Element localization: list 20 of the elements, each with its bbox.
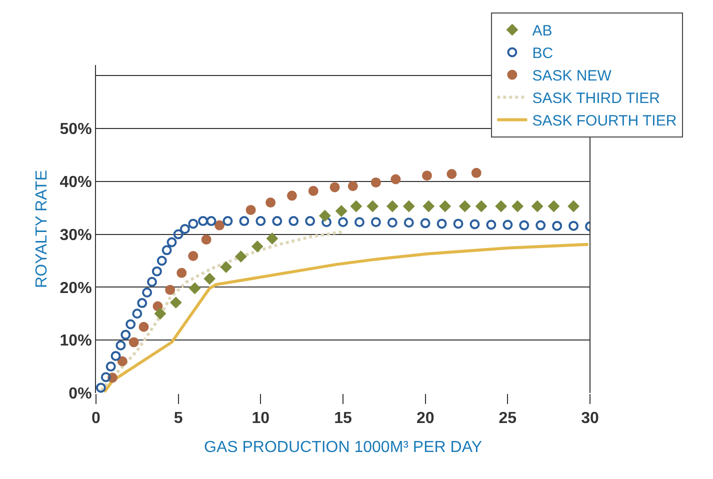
x-tick-label: 20 [416,410,434,428]
x-tick-label: 10 [252,410,270,428]
legend-label: SASK FOURTH TIER [532,112,677,130]
x-tick-label: 0 [92,410,101,428]
y-tick-label: 0% [68,386,92,403]
legend-label: BC [532,45,554,62]
y-tick-label: 10% [60,332,92,350]
legend-label: SASK THIRD TIER [532,90,660,108]
legend-label: SASK NEW [532,68,612,85]
x-tick-label: 15 [334,410,352,428]
y-axis-title: ROYALTY RATE [34,170,51,288]
x-axis-title: GAS PRODUCTION 1000M³ PER DAY [204,438,482,456]
y-tick-label: 30% [60,226,92,244]
x-tick-label: 5 [174,410,183,428]
y-tick-label: 40% [60,174,92,191]
y-tick-label: 20% [60,280,92,297]
y-tick-label: 50% [60,121,92,138]
x-tick-label: 30 [581,410,599,428]
legend-label: AB [532,22,552,40]
x-tick-label: 25 [498,410,517,428]
